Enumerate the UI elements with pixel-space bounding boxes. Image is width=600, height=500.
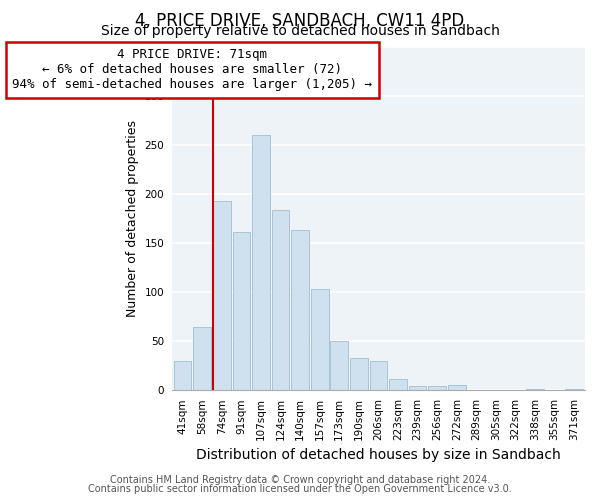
- Bar: [272, 210, 289, 390]
- Text: Contains public sector information licensed under the Open Government Licence v3: Contains public sector information licen…: [88, 484, 512, 494]
- Text: 4 PRICE DRIVE: 71sqm
← 6% of detached houses are smaller (72)
94% of semi-detach: 4 PRICE DRIVE: 71sqm ← 6% of detached ho…: [13, 48, 373, 92]
- Text: Contains HM Land Registry data © Crown copyright and database right 2024.: Contains HM Land Registry data © Crown c…: [110, 475, 490, 485]
- Bar: [291, 230, 309, 390]
- Text: Size of property relative to detached houses in Sandbach: Size of property relative to detached ho…: [101, 24, 499, 38]
- Bar: [213, 201, 230, 390]
- Bar: [174, 361, 191, 390]
- Bar: [350, 358, 368, 390]
- Bar: [252, 135, 270, 390]
- Bar: [311, 289, 329, 390]
- Bar: [331, 342, 348, 390]
- X-axis label: Distribution of detached houses by size in Sandbach: Distribution of detached houses by size …: [196, 448, 561, 462]
- Bar: [193, 326, 211, 390]
- Text: 4, PRICE DRIVE, SANDBACH, CW11 4PD: 4, PRICE DRIVE, SANDBACH, CW11 4PD: [136, 12, 464, 30]
- Y-axis label: Number of detached properties: Number of detached properties: [126, 120, 139, 317]
- Bar: [409, 386, 427, 390]
- Bar: [370, 361, 387, 390]
- Bar: [233, 232, 250, 390]
- Bar: [389, 378, 407, 390]
- Bar: [448, 386, 466, 390]
- Bar: [428, 386, 446, 390]
